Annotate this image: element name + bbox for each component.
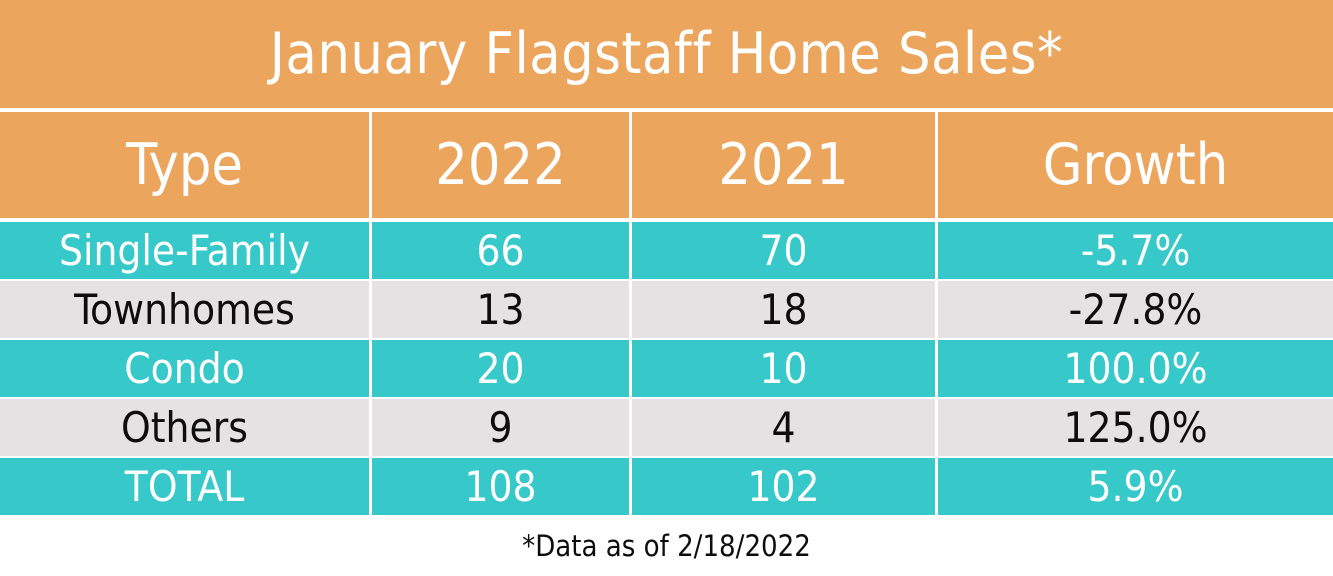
column-header-2021: 2021 xyxy=(629,108,935,218)
column-header-growth: Growth xyxy=(935,108,1333,218)
row-label-total: TOTAL xyxy=(0,456,369,515)
table-cell: 4 xyxy=(629,397,935,456)
table-cell: -27.8% xyxy=(935,279,1333,338)
table-cell: 13 xyxy=(369,279,629,338)
column-header-type: Type xyxy=(0,108,369,218)
table-cell: 9 xyxy=(369,397,629,456)
table-cell: 18 xyxy=(629,279,935,338)
row-label-condo: Condo xyxy=(0,338,369,397)
table-cell: 70 xyxy=(629,218,935,279)
column-header-2022: 2022 xyxy=(369,108,629,218)
table-cell: 20 xyxy=(369,338,629,397)
table-cell: 100.0% xyxy=(935,338,1333,397)
table-title: January Flagstaff Home Sales* xyxy=(0,0,1333,108)
table-cell: 66 xyxy=(369,218,629,279)
table-cell: 10 xyxy=(629,338,935,397)
row-label-others: Others xyxy=(0,397,369,456)
table-cell: 102 xyxy=(629,456,935,515)
table-cell: 5.9% xyxy=(935,456,1333,515)
row-label-townhomes: Townhomes xyxy=(0,279,369,338)
table-cell: 108 xyxy=(369,456,629,515)
row-label-single-family: Single-Family xyxy=(0,218,369,279)
home-sales-table: Type 2022 2021 Growth Single-Family 66 7… xyxy=(0,108,1333,515)
table-cell: -5.7% xyxy=(935,218,1333,279)
table-cell: 125.0% xyxy=(935,397,1333,456)
footnote: *Data as of 2/18/2022 xyxy=(522,528,811,563)
